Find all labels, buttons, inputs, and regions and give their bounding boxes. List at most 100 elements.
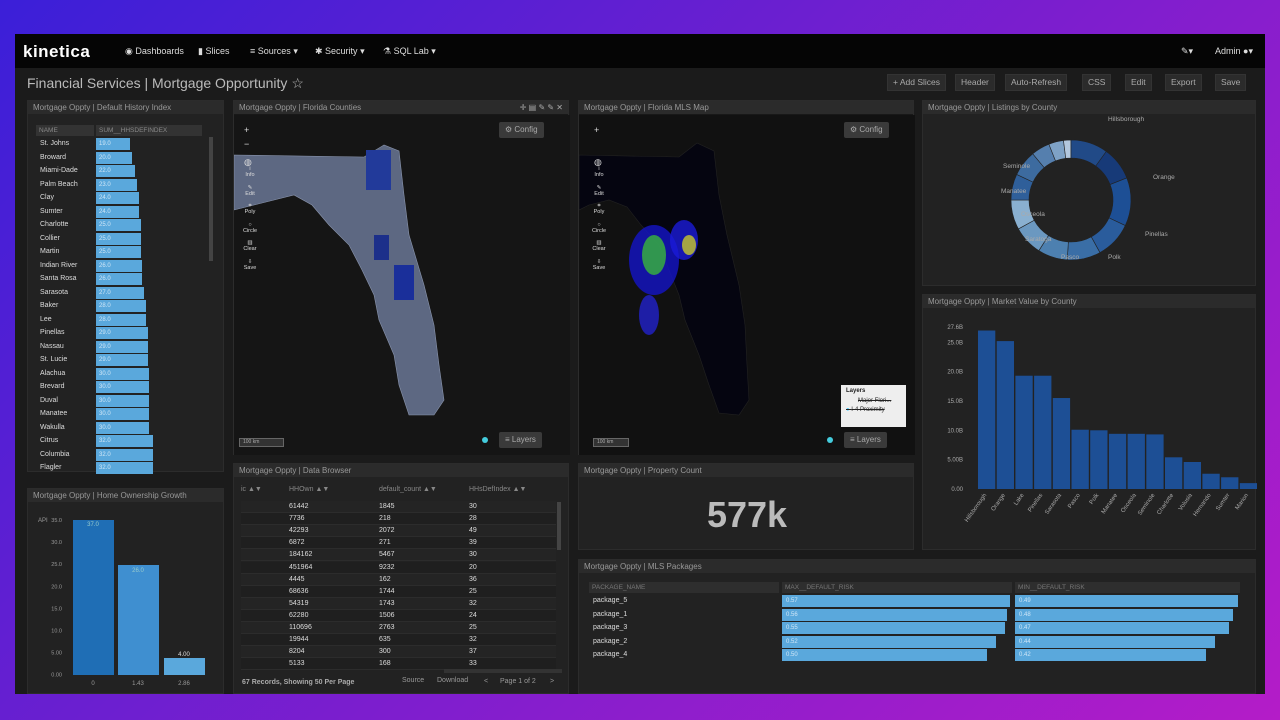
- table-row[interactable]: 5133 168 33: [241, 658, 556, 671]
- bar[interactable]: [73, 520, 114, 675]
- value-bar[interactable]: 23.0: [96, 178, 137, 191]
- county-map[interactable]: [234, 115, 570, 455]
- max-risk-bar[interactable]: 0.55: [782, 622, 1006, 634]
- max-risk-bar[interactable]: 0.50: [782, 649, 987, 661]
- layers-button[interactable]: ≡ Layers: [844, 432, 887, 448]
- bar[interactable]: [1165, 457, 1183, 489]
- value-bar[interactable]: 25.0: [96, 219, 141, 231]
- value-bar[interactable]: 30.0: [96, 421, 150, 434]
- value-bar[interactable]: 30.0: [96, 408, 150, 420]
- value-bar[interactable]: 30.0: [96, 394, 150, 407]
- column-header[interactable]: HHsDefIndex ▲▼: [469, 486, 527, 493]
- globe-icon[interactable]: ◍: [244, 157, 252, 167]
- zoom-in-button[interactable]: +: [244, 125, 250, 135]
- column-header[interactable]: PACKAGE_NAME: [589, 582, 779, 593]
- edit-button[interactable]: Edit: [1125, 74, 1152, 91]
- nav-sql-lab[interactable]: ⚗ SQL Lab ▾: [383, 46, 436, 57]
- scrollbar[interactable]: [209, 137, 213, 261]
- donut-slice[interactable]: [1108, 177, 1132, 226]
- column-header-name[interactable]: NAME: [36, 125, 94, 136]
- table-row[interactable]: 184162 5467 30: [241, 549, 556, 562]
- value-bar[interactable]: 28.0: [96, 300, 146, 312]
- zoom-out-button[interactable]: −: [244, 139, 250, 149]
- table-row[interactable]: 19944 635 32: [241, 634, 556, 647]
- column-header[interactable]: MAX__DEFAULT_RISK: [782, 582, 1012, 593]
- min-risk-bar[interactable]: 0.47: [1015, 622, 1229, 634]
- value-bar[interactable]: 27.0: [96, 286, 145, 299]
- nav-dashboards[interactable]: ◉ Dashboards: [125, 46, 184, 57]
- prev-page-button[interactable]: <: [484, 678, 489, 685]
- table-row[interactable]: 68636 1744 25: [241, 585, 556, 598]
- table-row[interactable]: 42293 2072 49: [241, 525, 556, 538]
- bar[interactable]: [1202, 473, 1220, 489]
- nav-slices[interactable]: ▮ Slices: [198, 46, 229, 57]
- user-menu[interactable]: Admin ●▾: [1215, 46, 1253, 57]
- legend-item[interactable]: ● I-4 Proximity: [846, 407, 901, 413]
- table-row[interactable]: 8204 300 37: [241, 646, 556, 659]
- value-bar[interactable]: 25.0: [96, 246, 141, 258]
- nav-sources[interactable]: ≡ Sources ▾: [250, 46, 298, 57]
- bar[interactable]: [1052, 398, 1071, 489]
- bar[interactable]: [978, 330, 996, 489]
- county-highlight[interactable]: [374, 235, 389, 260]
- config-button[interactable]: ⚙ Config: [499, 122, 544, 138]
- nav-security[interactable]: ✱ Security ▾: [315, 46, 365, 57]
- table-row[interactable]: 61442 1845 30: [241, 501, 556, 513]
- download-button[interactable]: Download: [437, 677, 469, 684]
- bar[interactable]: [1015, 375, 1033, 489]
- column-header[interactable]: HHOwn ▲▼: [289, 486, 330, 493]
- value-bar[interactable]: 28.0: [96, 313, 146, 326]
- panel-actions-icon[interactable]: ✛ ▤ ✎ ✎ ✕: [519, 103, 563, 112]
- county-highlight[interactable]: [366, 150, 391, 190]
- column-header[interactable]: default_count ▲▼: [379, 486, 437, 493]
- table-row[interactable]: 451964 9232 20: [241, 561, 556, 574]
- column-header[interactable]: ic ▲▼: [241, 486, 262, 493]
- tool-save-button[interactable]: ⇩ Save: [591, 259, 607, 271]
- min-risk-bar[interactable]: 0.48: [1015, 608, 1234, 621]
- layers-button[interactable]: ≡ Layers: [499, 432, 542, 448]
- value-bar[interactable]: 24.0: [96, 192, 139, 204]
- bar[interactable]: [1221, 477, 1239, 489]
- star-icon[interactable]: ☆: [291, 75, 304, 91]
- column-header[interactable]: MIN__DEFAULT_RISK: [1015, 582, 1240, 593]
- table-row[interactable]: 4445 162 36: [241, 573, 556, 586]
- value-bar[interactable]: 30.0: [96, 381, 150, 393]
- next-page-button[interactable]: >: [550, 678, 555, 685]
- tool-circle-button[interactable]: ○ Circle: [591, 222, 607, 234]
- wrench-menu[interactable]: ✎▾: [1181, 46, 1193, 57]
- tool-save-button[interactable]: ⇩ Save: [242, 259, 258, 271]
- auto-refresh-button[interactable]: Auto-Refresh: [1005, 74, 1068, 91]
- florida-shape[interactable]: [234, 144, 445, 416]
- zoom-in-button[interactable]: +: [594, 125, 600, 135]
- bar[interactable]: [1183, 462, 1201, 489]
- css-button[interactable]: CSS: [1082, 74, 1112, 91]
- tool-circle-button[interactable]: ○ Circle: [242, 222, 258, 234]
- donut-slice[interactable]: [1070, 139, 1107, 167]
- value-bar[interactable]: 29.0: [96, 354, 148, 366]
- table-row[interactable]: 110696 2763 25: [241, 622, 556, 634]
- horizontal-scrollbar[interactable]: [444, 669, 562, 673]
- min-risk-bar[interactable]: 0.49: [1015, 595, 1238, 607]
- table-row[interactable]: 62280 1506 24: [241, 609, 556, 622]
- value-bar[interactable]: 32.0: [96, 435, 153, 447]
- bar[interactable]: [1090, 430, 1108, 489]
- value-bar[interactable]: 22.0: [96, 165, 136, 177]
- max-risk-bar[interactable]: 0.52: [782, 635, 996, 648]
- tool-poly-button[interactable]: ⌗ Poly: [242, 203, 258, 215]
- tool-info-button[interactable]: i Info: [591, 166, 607, 178]
- bar[interactable]: [1034, 375, 1052, 489]
- bar[interactable]: [164, 658, 205, 675]
- value-bar[interactable]: 32.0: [96, 462, 153, 474]
- tool-edit-button[interactable]: ✎ Edit: [591, 185, 607, 197]
- add-slices-button[interactable]: + Add Slices: [887, 74, 947, 91]
- max-risk-bar[interactable]: 0.56: [782, 608, 1008, 621]
- column-header-value[interactable]: SUM__HHSDEFINDEX: [96, 125, 202, 136]
- bar[interactable]: [1108, 433, 1127, 489]
- export-button[interactable]: Export: [1165, 74, 1202, 91]
- min-risk-bar[interactable]: 0.44: [1015, 635, 1216, 648]
- bar[interactable]: [1146, 434, 1164, 489]
- tool-clear-button[interactable]: ▥ Clear: [242, 240, 258, 252]
- table-row[interactable]: 7736 218 28: [241, 513, 556, 526]
- bar[interactable]: [1071, 429, 1089, 489]
- value-bar[interactable]: 25.0: [96, 232, 141, 245]
